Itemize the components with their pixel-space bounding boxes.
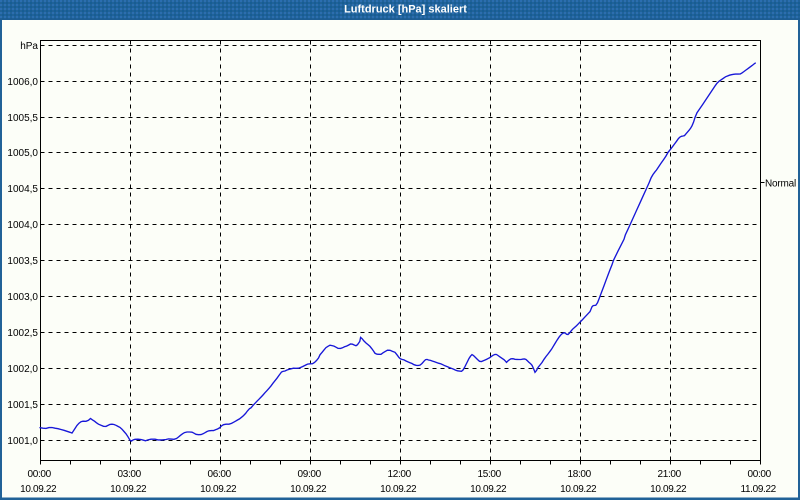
svg-text:1005,5: 1005,5 (7, 113, 38, 124)
svg-text:Normal: Normal (765, 178, 796, 189)
svg-text:10.09.22: 10.09.22 (470, 484, 507, 495)
svg-text:10.09.22: 10.09.22 (380, 484, 417, 495)
svg-text:00:00: 00:00 (748, 469, 772, 480)
svg-text:10.09.22: 10.09.22 (560, 484, 597, 495)
svg-text:1001,0: 1001,0 (7, 436, 38, 447)
svg-text:hPa: hPa (20, 41, 38, 52)
svg-text:1006,0: 1006,0 (7, 77, 38, 88)
svg-text:Luftdruck [hPa] skaliert: Luftdruck [hPa] skaliert (344, 3, 467, 15)
svg-text:1003,0: 1003,0 (7, 292, 38, 303)
svg-text:15:00: 15:00 (478, 469, 502, 480)
svg-text:10.09.22: 10.09.22 (650, 484, 687, 495)
svg-text:1002,5: 1002,5 (7, 328, 38, 339)
svg-text:21:00: 21:00 (658, 469, 682, 480)
svg-text:1001,5: 1001,5 (7, 400, 38, 411)
svg-text:00:00: 00:00 (28, 469, 52, 480)
svg-text:10.09.22: 10.09.22 (200, 484, 237, 495)
svg-text:1004,0: 1004,0 (7, 220, 38, 231)
svg-text:06:00: 06:00 (208, 469, 232, 480)
svg-text:10.09.22: 10.09.22 (110, 484, 147, 495)
svg-text:10.09.22: 10.09.22 (290, 484, 327, 495)
svg-text:03:00: 03:00 (118, 469, 142, 480)
svg-text:18:00: 18:00 (568, 469, 592, 480)
svg-text:1002,0: 1002,0 (7, 364, 38, 375)
svg-text:11.09.22: 11.09.22 (741, 484, 777, 495)
svg-text:1004,5: 1004,5 (7, 184, 38, 195)
svg-text:09:00: 09:00 (298, 469, 322, 480)
svg-text:12:00: 12:00 (388, 469, 412, 480)
svg-text:1005,0: 1005,0 (7, 148, 38, 159)
svg-text:1003,5: 1003,5 (7, 256, 38, 267)
svg-text:10.09.22: 10.09.22 (20, 484, 57, 495)
